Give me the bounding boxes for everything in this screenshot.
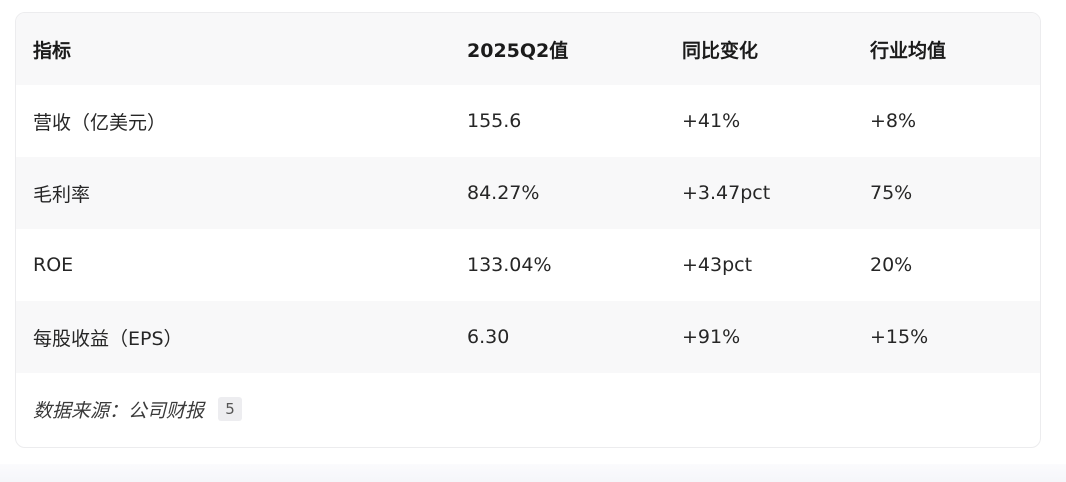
table-cell: +41% [682,110,741,132]
bottom-fade [0,464,1066,482]
table-cell: 133.04% [467,254,552,276]
table-cell: ROE [33,254,74,276]
table-cell: 75% [870,182,913,204]
table-cell: 毛利率 [33,183,91,206]
column-header-industry-average: 行业均值 [870,39,947,62]
data-table-card: 指标 2025Q2值 同比变化 行业均值 营收（亿美元） 155.6 +41% … [15,12,1041,448]
table-cell: +3.47pct [682,182,771,204]
source-label: 数据来源：公司财报 [33,399,205,422]
table-cell: 20% [870,254,913,276]
table-cell: +15% [870,326,929,348]
table-cell: 每股收益（EPS） [33,327,183,350]
table-row-gross-margin: 毛利率 84.27% +3.47pct 75% [16,157,1040,229]
table-cell: 6.30 [467,326,510,348]
table-row-roe: ROE 133.04% +43pct 20% [16,229,1040,301]
table-row-eps: 每股收益（EPS） 6.30 +91% +15% [16,301,1040,373]
table-cell: 155.6 [467,110,522,132]
table-header-row: 指标 2025Q2值 同比变化 行业均值 [16,13,1040,85]
column-header-yoy-change: 同比变化 [682,39,759,62]
table-row-revenue: 营收（亿美元） 155.6 +41% +8% [16,85,1040,157]
table-cell: +91% [682,326,741,348]
source-note: 数据来源：公司财报 5 [16,373,1040,445]
column-header-2025q2-value: 2025Q2值 [467,39,569,62]
table-cell: +8% [870,110,917,132]
table-cell: 84.27% [467,182,540,204]
metrics-table: 指标 2025Q2值 同比变化 行业均值 营收（亿美元） 155.6 +41% … [16,13,1040,373]
column-header-metric: 指标 [33,39,72,62]
table-cell: 营收（亿美元） [33,111,167,134]
citation-badge[interactable]: 5 [218,397,243,421]
table-cell: +43pct [682,254,753,276]
